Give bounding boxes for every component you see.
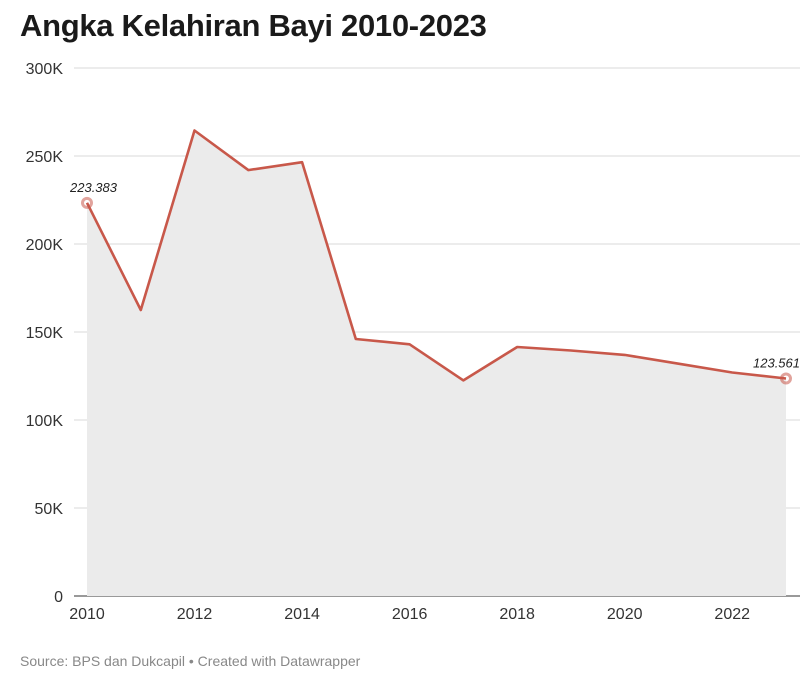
data-point-marker bbox=[81, 196, 93, 209]
y-tick-label: 250K bbox=[26, 149, 64, 166]
x-tick-label: 2018 bbox=[499, 606, 535, 623]
y-tick-label: 150K bbox=[26, 325, 64, 342]
y-tick-label: 0 bbox=[54, 589, 63, 606]
source-text: Source: BPS dan Dukcapil bbox=[20, 653, 185, 669]
chart-title: Angka Kelahiran Bayi 2010-2023 bbox=[20, 8, 487, 43]
y-tick-label: 300K bbox=[26, 61, 64, 78]
y-axis-ticks: 0 50K 100K 150K 200K 250K 300K bbox=[26, 61, 64, 606]
x-tick-label: 2016 bbox=[392, 606, 428, 623]
x-tick-label: 2010 bbox=[69, 606, 105, 623]
y-tick-label: 100K bbox=[26, 413, 64, 430]
x-axis-ticks: 2010 2012 2014 2016 2018 2020 2022 bbox=[69, 606, 750, 623]
footer-separator: • bbox=[188, 653, 194, 669]
y-tick-label: 200K bbox=[26, 237, 64, 254]
footer-credit: Source: BPS dan Dukcapil • Created with … bbox=[20, 653, 360, 669]
credit-text: Created with Datawrapper bbox=[197, 653, 361, 669]
data-point-marker bbox=[780, 372, 792, 385]
x-tick-label: 2014 bbox=[284, 606, 320, 623]
data-label: 123.561 bbox=[753, 356, 800, 371]
x-tick-label: 2022 bbox=[714, 606, 750, 623]
data-labels: 223.383 123.561 bbox=[69, 180, 800, 385]
data-label: 223.383 bbox=[69, 180, 118, 195]
x-tick-label: 2012 bbox=[177, 606, 213, 623]
series-line bbox=[85, 129, 787, 382]
x-tick-label: 2020 bbox=[607, 606, 643, 623]
y-tick-label: 50K bbox=[35, 501, 64, 518]
